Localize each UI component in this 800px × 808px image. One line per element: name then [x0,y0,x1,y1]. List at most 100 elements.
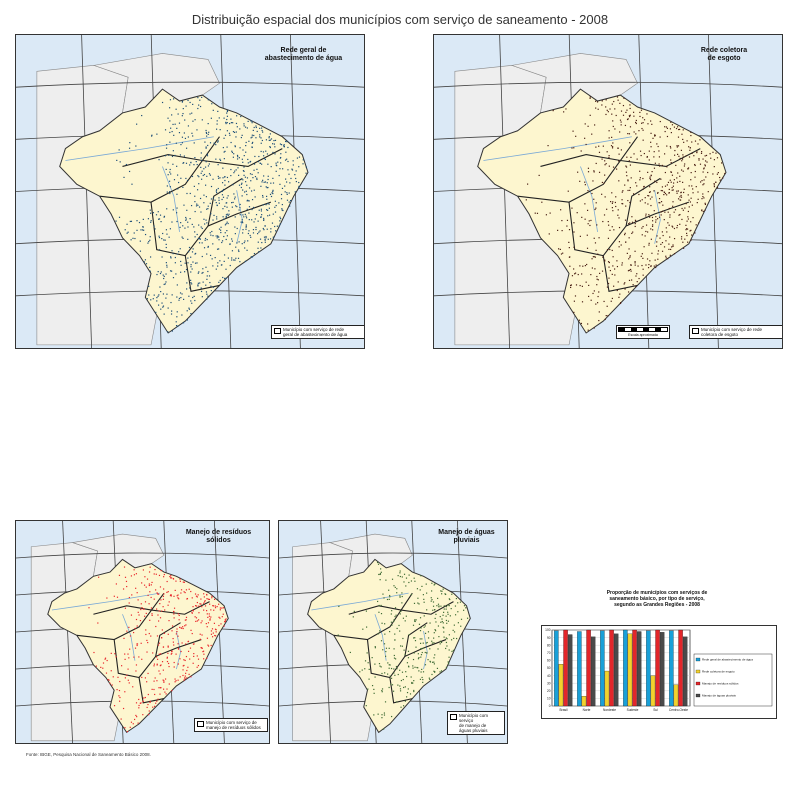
municipality-dot [204,141,206,143]
municipality-dot [114,653,116,655]
municipality-dot [620,121,622,123]
municipality-dot [141,582,143,584]
municipality-dot [393,585,395,587]
municipality-dot [629,255,631,257]
municipality-dot [423,601,425,603]
municipality-dot [198,271,200,273]
municipality-dot [422,678,424,681]
municipality-dot [223,137,225,139]
municipality-dot [236,115,238,117]
municipality-dot [664,126,666,128]
municipality-dot [635,121,637,124]
municipality-dot [597,108,599,110]
municipality-dot [207,616,209,618]
municipality-dot [126,223,128,225]
municipality-dot [655,221,657,223]
municipality-dot [389,594,391,597]
municipality-dot [138,698,140,701]
municipality-dot [175,580,177,582]
municipality-dot [217,187,219,190]
municipality-dot [389,664,391,666]
municipality-dot [587,171,590,173]
municipality-dot [226,110,229,113]
municipality-dot [663,153,666,155]
municipality-dot [463,609,465,611]
municipality-dot [415,646,417,648]
municipality-dot [179,580,181,582]
municipality-dot [679,223,681,225]
municipality-dot [595,162,597,165]
municipality-dot [172,641,174,643]
municipality-dot [225,277,227,279]
municipality-dot [605,106,607,108]
municipality-dot [184,227,186,229]
municipality-dot [617,281,619,283]
municipality-dot [190,256,192,258]
municipality-dot [186,192,188,195]
municipality-dot [422,642,424,644]
municipality-dot [671,174,674,176]
municipality-dot [126,232,128,234]
municipality-dot [429,622,431,624]
municipality-dot [129,648,131,650]
municipality-dot [197,594,199,596]
municipality-dot [264,158,266,161]
municipality-dot [671,187,673,189]
municipality-dot [418,670,420,672]
municipality-dot [156,635,159,637]
municipality-dot [151,613,153,615]
municipality-dot [227,195,229,197]
municipality-dot [122,707,125,710]
municipality-dot [209,142,212,144]
municipality-dot [644,197,646,199]
municipality-dot [209,232,211,234]
municipality-dot [448,649,450,651]
municipality-dot [175,321,177,323]
municipality-dot [186,179,189,182]
municipality-dot [291,168,293,170]
municipality-dot [116,688,118,691]
municipality-dot [644,235,646,237]
map-water-legend: Município com serviço de rede geral de a… [271,325,364,339]
municipality-dot [702,171,704,173]
municipality-dot [687,194,689,196]
municipality-dot [213,609,215,611]
municipality-dot [378,663,381,665]
municipality-dot [215,144,217,146]
municipality-dot [194,253,196,255]
municipality-dot [709,153,711,155]
municipality-dot [229,243,231,245]
map-solid-waste: Manejo de resíduos sólidos Município com… [15,520,270,744]
municipality-dot [607,315,609,317]
municipality-dot [629,116,631,118]
municipality-dot [203,173,206,176]
municipality-dot [615,205,617,208]
municipality-dot [683,141,685,143]
municipality-dot [124,691,126,693]
municipality-dot [633,153,635,155]
municipality-dot [656,181,658,184]
municipality-dot [214,199,216,201]
municipality-dot [203,247,206,249]
municipality-dot [616,260,618,262]
municipality-dot [268,203,270,205]
municipality-dot [286,158,288,160]
municipality-dot [364,660,367,662]
municipality-dot [266,187,268,189]
municipality-dot [704,209,706,211]
municipality-dot [196,601,199,604]
municipality-dot [162,598,165,600]
municipality-dot [393,620,395,623]
municipality-dot [631,279,633,281]
municipality-dot [197,284,199,286]
municipality-dot [638,277,640,280]
bar [590,636,596,707]
municipality-dot [447,620,450,622]
municipality-dot [612,201,614,203]
municipality-dot [447,663,450,665]
municipality-dot [156,300,158,302]
municipality-dot [577,171,579,173]
municipality-dot [102,662,105,664]
municipality-dot [402,678,404,681]
municipality-dot [192,135,194,137]
